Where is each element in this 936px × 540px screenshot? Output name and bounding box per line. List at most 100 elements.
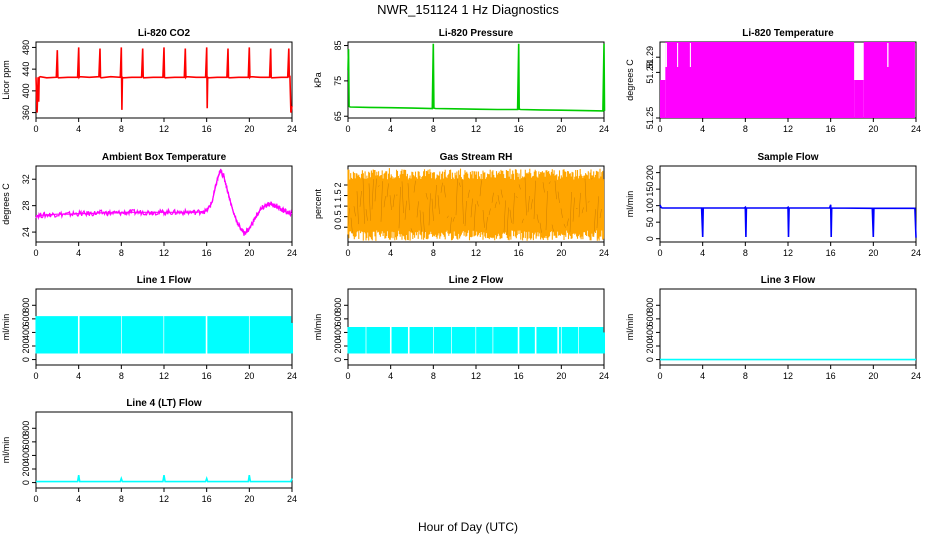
y-tick-label: 1.5 — [333, 189, 343, 202]
x-tick-label: 20 — [244, 371, 254, 381]
x-tick-label: 16 — [514, 124, 524, 134]
temperature-gap-4 — [887, 43, 889, 67]
temperature-segment-4 — [863, 42, 884, 118]
x-tick-label: 4 — [700, 248, 705, 258]
x-tick-label: 24 — [599, 124, 609, 134]
temperature-segment-3 — [854, 80, 864, 118]
x-tick-label: 12 — [783, 124, 793, 134]
y-axis-label: ml/min — [1, 314, 11, 341]
x-tick-label: 8 — [119, 371, 124, 381]
figure-xlabel: Hour of Day (UTC) — [418, 520, 518, 534]
x-tick-label: 12 — [159, 371, 169, 381]
y-tick-label: 75 — [333, 76, 343, 86]
y-tick-label: 150 — [645, 182, 655, 197]
x-tick-label: 4 — [388, 371, 393, 381]
y-tick-label: 400 — [333, 325, 343, 340]
y-tick-label: 51.28 — [645, 61, 655, 84]
y-tick-label: 85 — [333, 41, 343, 51]
y-axis-label: degrees C — [1, 183, 11, 225]
x-tick-label: 4 — [700, 371, 705, 381]
x-tick-label: 12 — [471, 371, 481, 381]
x-tick-label: 0 — [657, 124, 662, 134]
y-tick-label: 0 — [333, 357, 343, 362]
figure-title: NWR_151124 1 Hz Diagnostics — [377, 2, 559, 17]
y-tick-label: 50 — [645, 217, 655, 227]
panel-4: Ambient Box Temperature degrees C 0 4 8 12 16 2… — [1, 152, 297, 258]
panel-8: Line 2 Flow ml/min 0 4 8 12 16 20 24 0 20040060080… — [313, 275, 609, 381]
x-tick-label: 0 — [33, 248, 38, 258]
y-tick-label: 24 — [21, 227, 31, 237]
x-tick-label: 8 — [119, 124, 124, 134]
y-axis-label: percent — [313, 188, 323, 219]
x-tick-label: 0 — [33, 371, 38, 381]
y-tick-label: 65 — [333, 111, 343, 121]
y-tick-label: 600 — [21, 434, 31, 449]
series-line-1 — [659, 204, 917, 238]
x-tick-label: 4 — [388, 248, 393, 258]
y-tick-label: 480 — [21, 40, 31, 55]
x-tick-label: 20 — [244, 248, 254, 258]
y-axis-label: ml/min — [625, 314, 635, 341]
x-tick-label: 24 — [599, 248, 609, 258]
panel-9: Line 3 Flow ml/min 0 4 8 12 16 20 24 0 20040060080… — [625, 275, 921, 381]
x-tick-label: 0 — [657, 371, 662, 381]
plot-area — [659, 204, 917, 238]
y-tick-label: 800 — [21, 298, 31, 313]
x-tick-label: 8 — [119, 494, 124, 504]
series-line-1 — [347, 43, 606, 112]
plot-frame — [347, 41, 605, 119]
y-tick-label: 600 — [645, 311, 655, 326]
x-tick-label: 16 — [514, 371, 524, 381]
series-band — [347, 327, 604, 354]
y-tick-label: 360 — [21, 105, 31, 120]
y-tick-label: 600 — [333, 311, 343, 326]
y-tick-label: 51.25 — [645, 107, 655, 130]
y-tick-label: 51.29 — [645, 46, 655, 69]
series-band — [347, 168, 605, 241]
x-tick-label: 16 — [826, 248, 836, 258]
x-tick-label: 12 — [159, 124, 169, 134]
y-axis-label: degrees C — [625, 59, 635, 101]
x-tick-label: 20 — [244, 124, 254, 134]
panel-title: Li-820 Temperature — [742, 28, 834, 39]
y-tick-label: 200 — [645, 338, 655, 353]
y-axis-label: Licor ppm — [1, 60, 11, 100]
panel-title: Li-820 Pressure — [439, 28, 514, 39]
plot-area — [347, 43, 606, 112]
panel-title: Sample Flow — [757, 152, 818, 163]
x-tick-label: 8 — [743, 248, 748, 258]
y-tick-label: 0 — [645, 236, 655, 241]
x-tick-label: 20 — [868, 248, 878, 258]
x-tick-label: 4 — [76, 248, 81, 258]
panel-title: Ambient Box Temperature — [102, 152, 227, 163]
panel-10: Line 4 (LT) Flow ml/min 0 4 8 12 16 20 24 0 200400… — [1, 398, 297, 504]
temperature-gap-2 — [677, 43, 679, 67]
y-tick-label: 440 — [21, 62, 31, 77]
x-tick-label: 0 — [345, 124, 350, 134]
temperature-gap-3 — [689, 43, 691, 67]
temperature-segment-5 — [884, 42, 915, 118]
x-tick-label: 0 — [33, 494, 38, 504]
plot-area — [35, 316, 293, 354]
x-tick-label: 16 — [514, 248, 524, 258]
x-tick-label: 16 — [202, 494, 212, 504]
y-tick-label: 400 — [645, 325, 655, 340]
x-tick-label: 12 — [159, 494, 169, 504]
x-tick-label: 12 — [471, 124, 481, 134]
x-tick-label: 16 — [826, 124, 836, 134]
x-tick-label: 24 — [911, 124, 921, 134]
y-tick-label: 200 — [21, 338, 31, 353]
y-axis-label: ml/min — [625, 191, 635, 218]
x-tick-label: 0 — [345, 371, 350, 381]
x-tick-label: 12 — [471, 248, 481, 258]
panel-title: Li-820 CO2 — [138, 28, 191, 39]
plot-frame — [35, 165, 293, 243]
y-axis-label: ml/min — [1, 437, 11, 464]
panel-7: Line 1 Flow ml/min 0 4 8 12 16 20 24 0 20040060080… — [1, 275, 297, 381]
temperature-segment-2 — [665, 42, 855, 118]
x-tick-label: 24 — [911, 371, 921, 381]
x-tick-label: 4 — [700, 124, 705, 134]
x-tick-label: 0 — [33, 124, 38, 134]
x-tick-label: 0 — [345, 248, 350, 258]
x-tick-label: 24 — [287, 124, 297, 134]
